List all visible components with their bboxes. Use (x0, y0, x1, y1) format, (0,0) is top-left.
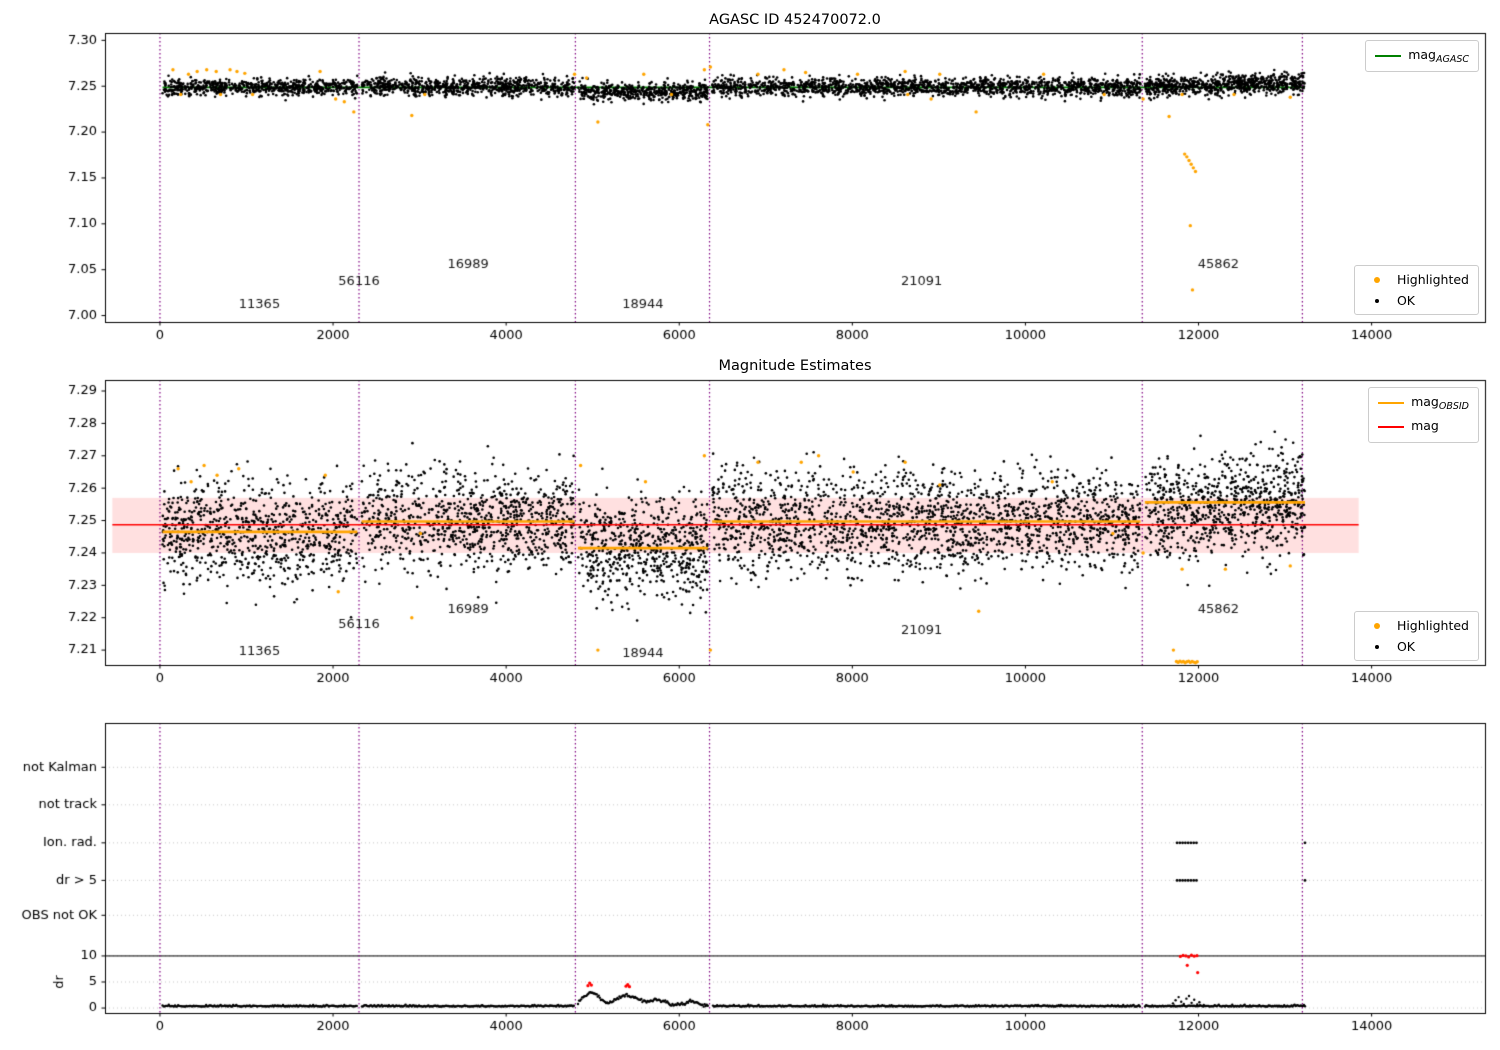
legend-label-mag: mag (1411, 418, 1439, 433)
orange-dot-icon (1364, 276, 1390, 283)
legend-item-mag-agasc: magAGASC (1375, 47, 1469, 65)
chart2-title: Magnitude Estimates (718, 358, 872, 374)
legend-label-highlighted: Highlighted (1396, 272, 1469, 287)
chart1-title: AGASC ID 452470072.0 (709, 12, 881, 28)
legend-chart2-markers: Highlighted OK (1353, 611, 1479, 661)
legend-chart2-lines: magOBSID mag (1368, 387, 1479, 443)
legend-chart1-markers: Highlighted OK (1353, 265, 1479, 315)
legend-item-mag: mag (1378, 418, 1469, 436)
legend-item-highlighted: Highlighted (1364, 272, 1469, 287)
legend-label-highlighted: Highlighted (1396, 618, 1469, 633)
black-dot-icon (1364, 298, 1390, 303)
legend-label-ok: OK (1396, 293, 1415, 308)
legend-item-ok: OK (1364, 293, 1469, 308)
red-line-swatch-icon (1378, 426, 1405, 428)
black-dot-icon (1364, 644, 1390, 649)
legend-label-ok: OK (1396, 639, 1415, 654)
green-line-swatch-icon (1375, 55, 1402, 57)
legend-label-mag-obsid: magOBSID (1411, 394, 1469, 412)
orange-line-swatch-icon (1378, 402, 1405, 404)
legend-item-ok: OK (1364, 639, 1469, 654)
legend-chart1-lines: magAGASC (1365, 40, 1479, 72)
orange-dot-icon (1364, 622, 1390, 629)
legend-item-highlighted: Highlighted (1364, 618, 1469, 633)
legend-item-mag-obsid: magOBSID (1378, 394, 1469, 412)
legend-label-mag-agasc: magAGASC (1408, 47, 1469, 65)
